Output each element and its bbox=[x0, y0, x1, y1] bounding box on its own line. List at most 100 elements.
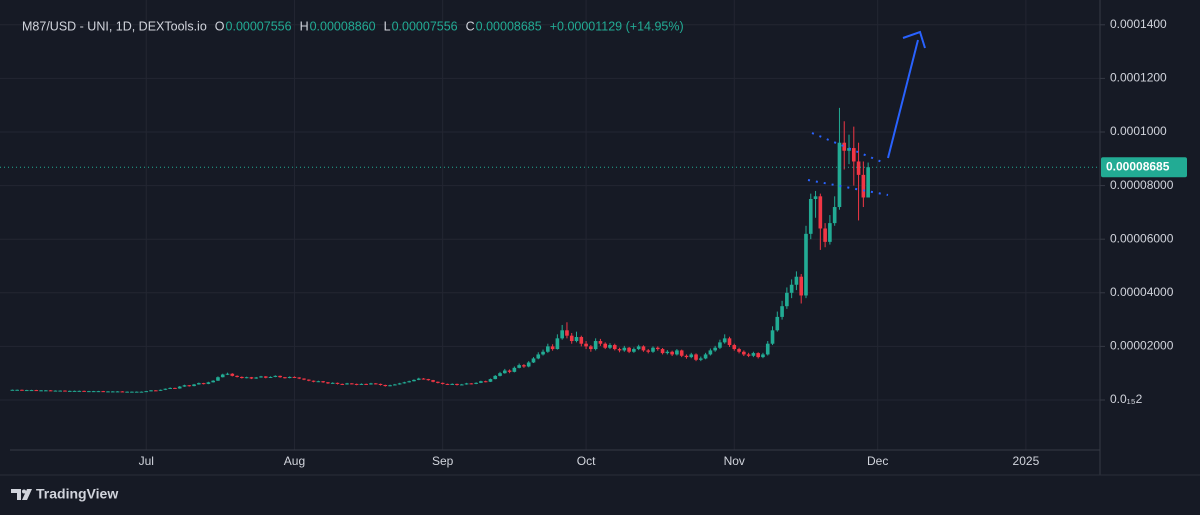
candle-body bbox=[823, 228, 827, 242]
candle-body bbox=[24, 390, 29, 392]
candle-body bbox=[350, 383, 354, 385]
candle-body bbox=[302, 378, 306, 380]
legend-key: O bbox=[215, 19, 225, 33]
y-tick-label: 0.0001200 bbox=[1110, 71, 1167, 85]
candle-body bbox=[531, 358, 536, 363]
legend-key: L bbox=[384, 19, 391, 33]
brand-text: TradingView bbox=[36, 486, 118, 502]
arrow-head bbox=[902, 30, 926, 49]
candle-body bbox=[794, 276, 799, 285]
candle-body bbox=[173, 387, 177, 389]
candle-body bbox=[765, 343, 770, 355]
candle-body bbox=[789, 284, 794, 293]
candle-body bbox=[612, 345, 617, 350]
candle-body bbox=[306, 379, 311, 381]
candle-body bbox=[177, 386, 182, 389]
candle-body bbox=[775, 316, 780, 331]
candle-body bbox=[283, 377, 287, 379]
candle-body bbox=[39, 390, 43, 392]
candle-body bbox=[168, 387, 172, 389]
candle-body bbox=[761, 354, 765, 358]
candle-body bbox=[421, 378, 426, 380]
candle-body bbox=[230, 373, 235, 376]
candle-body bbox=[407, 381, 412, 383]
candle-body bbox=[569, 335, 574, 342]
chart-title: M87/USD - UNI, 1D, DEXTools.io bbox=[22, 19, 207, 33]
candle-body bbox=[708, 350, 713, 355]
candle-body bbox=[206, 382, 211, 384]
candle-body bbox=[53, 390, 58, 392]
candle-body bbox=[799, 276, 804, 296]
candle-body bbox=[440, 382, 445, 384]
candle-body bbox=[10, 389, 15, 391]
candle-body bbox=[498, 373, 502, 376]
candle-body bbox=[82, 390, 86, 392]
candle-body bbox=[87, 391, 91, 393]
legend-change: +0.00001129 (+14.95%) bbox=[550, 19, 684, 33]
candle-body bbox=[139, 391, 144, 393]
candle-body bbox=[359, 383, 364, 385]
candle-body bbox=[48, 390, 53, 392]
candle-body bbox=[335, 382, 340, 384]
candles bbox=[10, 107, 870, 393]
candle-body bbox=[326, 382, 330, 384]
candle-body bbox=[555, 338, 560, 350]
candle-body bbox=[474, 382, 478, 384]
candle-body bbox=[158, 389, 163, 391]
candle-body bbox=[713, 347, 717, 351]
candle-body bbox=[655, 347, 660, 350]
drawings bbox=[807, 30, 926, 196]
candle-body bbox=[29, 390, 34, 392]
candle-body bbox=[115, 391, 120, 393]
candle-body bbox=[182, 385, 187, 387]
x-tick-label: Aug bbox=[284, 454, 305, 468]
candle-body bbox=[445, 383, 450, 385]
last-price-tag bbox=[1101, 157, 1187, 178]
candle-body bbox=[856, 161, 861, 175]
candle-body bbox=[651, 347, 655, 352]
candle-body bbox=[593, 341, 598, 350]
candle-body bbox=[211, 380, 215, 383]
candle-body bbox=[526, 362, 531, 367]
candle-body bbox=[120, 391, 125, 393]
candle-body bbox=[249, 377, 254, 379]
candle-body bbox=[244, 377, 249, 379]
candle-body bbox=[517, 365, 521, 368]
candle-body bbox=[101, 391, 106, 393]
arrow-shaft bbox=[887, 39, 919, 159]
candle-body bbox=[479, 381, 483, 383]
candle-body bbox=[698, 358, 703, 360]
candle-body bbox=[450, 383, 455, 385]
candle-body bbox=[469, 383, 474, 385]
candle-body bbox=[149, 390, 153, 392]
candle-body bbox=[718, 342, 722, 348]
candle-body bbox=[660, 349, 665, 354]
candle-body bbox=[598, 341, 603, 344]
y-tick-label: 0.00008000 bbox=[1110, 178, 1174, 192]
y-tick-label: 0.0001000 bbox=[1110, 124, 1167, 138]
candle-body bbox=[832, 207, 837, 224]
candle-body bbox=[263, 376, 268, 378]
candle-body bbox=[727, 338, 732, 346]
candle-body bbox=[851, 148, 856, 162]
candle-body bbox=[321, 381, 325, 383]
candle-body bbox=[216, 377, 220, 381]
candle-body bbox=[703, 354, 708, 359]
candle-body bbox=[345, 383, 349, 385]
candle-body bbox=[287, 376, 292, 379]
candle-body bbox=[144, 391, 149, 393]
candle-body bbox=[63, 390, 67, 392]
candle-body bbox=[837, 142, 842, 208]
candle-body bbox=[15, 389, 19, 391]
candle-body bbox=[163, 388, 168, 390]
candle-body bbox=[770, 330, 775, 344]
candle-body bbox=[153, 390, 158, 392]
candle-body bbox=[603, 343, 608, 348]
candle-body bbox=[722, 338, 727, 343]
legend-value: 0.00008860 bbox=[310, 19, 376, 33]
x-tick-label: Nov bbox=[724, 454, 745, 468]
candle-body bbox=[565, 330, 569, 336]
x-tick-label: Dec bbox=[867, 454, 888, 468]
candle-body bbox=[828, 223, 832, 242]
